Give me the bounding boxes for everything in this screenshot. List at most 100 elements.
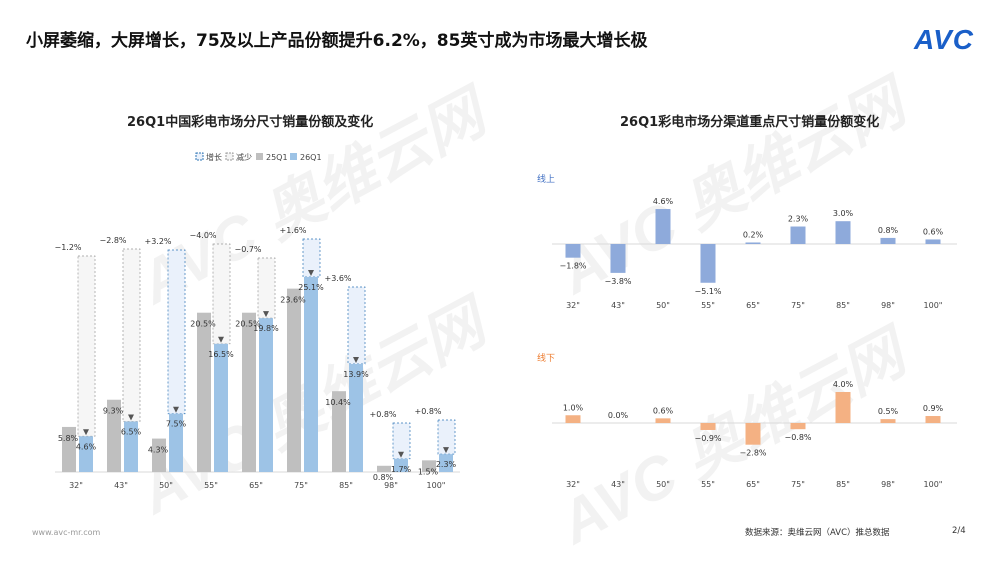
change-label: +3.6% <box>324 274 351 283</box>
x-tick-label: 50" <box>159 481 173 490</box>
offline-x-tick-label: 50" <box>656 480 670 489</box>
online-x-tick-label: 65" <box>746 301 760 310</box>
bar-26q1 <box>259 318 273 472</box>
legend-label: 减少 <box>236 152 252 162</box>
label-25q1: 5.8% <box>58 434 79 443</box>
change-box <box>302 238 321 278</box>
change-box <box>167 249 186 415</box>
change-label: −0.7% <box>234 245 261 254</box>
change-label: +1.6% <box>279 226 306 235</box>
offline-bar <box>565 415 581 423</box>
label-25q1: 0.8% <box>373 473 394 482</box>
bar-26q1 <box>439 454 453 472</box>
label-25q1: 9.3% <box>103 407 124 416</box>
x-tick-label: 98" <box>384 481 398 490</box>
change-label: −4.0% <box>189 231 216 240</box>
label-26q1: 4.6% <box>76 442 97 451</box>
offline-value-label: −0.9% <box>694 434 721 443</box>
online-bar <box>835 221 851 244</box>
x-tick-label: 55" <box>204 481 218 490</box>
label-26q1: 25.1% <box>298 283 324 292</box>
legend-swatch-增长 <box>195 152 204 161</box>
x-tick-label: 100" <box>427 481 446 490</box>
change-label: +0.8% <box>414 407 441 416</box>
legend-label: 26Q1 <box>300 153 322 162</box>
online-value-label: 2.3% <box>788 215 809 224</box>
online-x-tick-label: 55" <box>701 301 715 310</box>
offline-value-label: 0.5% <box>878 407 899 416</box>
bar-26q1 <box>214 343 228 472</box>
online-bar <box>655 209 671 244</box>
bar-25q1 <box>62 426 76 472</box>
online-bar <box>880 237 896 244</box>
change-box <box>347 286 366 365</box>
bar-25q1 <box>332 391 346 472</box>
label-25q1: 4.3% <box>148 446 169 455</box>
label-25q1: 20.5% <box>235 320 261 329</box>
offline-bar <box>790 423 806 430</box>
label-26q1: 19.8% <box>253 324 279 333</box>
offline-bar <box>835 392 851 423</box>
bar-26q1 <box>169 413 183 472</box>
bar-26q1 <box>304 276 318 472</box>
label-25q1: 20.5% <box>190 320 216 329</box>
offline-x-tick-label: 85" <box>836 480 850 489</box>
arrow-icon <box>173 406 179 413</box>
change-box <box>212 243 231 345</box>
label-26q1: 16.5% <box>208 350 234 359</box>
legend-swatch-26Q1 <box>290 153 297 160</box>
x-tick-label: 32" <box>69 481 83 490</box>
online-bar <box>745 242 761 244</box>
arrow-icon <box>443 447 449 454</box>
change-label: +0.8% <box>369 410 396 419</box>
label-26q1: 1.7% <box>391 465 412 474</box>
online-value-label: 3.0% <box>833 209 854 218</box>
change-box <box>122 248 141 422</box>
x-tick-label: 75" <box>294 481 308 490</box>
offline-x-tick-label: 98" <box>881 480 895 489</box>
change-box <box>257 257 276 319</box>
page-title: 小屏萎缩，大屏增长，75及以上产品份额提升6.2%，85英寸成为市场最大增长极 <box>26 31 648 51</box>
bar-25q1 <box>422 460 436 472</box>
arrow-icon <box>128 414 134 421</box>
label-26q1: 2.3% <box>436 460 457 469</box>
online-value-label: 0.2% <box>743 230 764 239</box>
offline-bar <box>925 416 941 423</box>
offline-bar <box>880 419 896 423</box>
online-label: 线上 <box>537 173 555 185</box>
label-26q1: 13.9% <box>343 370 369 379</box>
arrow-icon <box>353 356 359 363</box>
online-value-label: 0.8% <box>878 226 899 235</box>
avc-logo: AVC <box>913 24 974 55</box>
offline-value-label: 0.9% <box>923 404 944 413</box>
online-bar <box>700 244 716 283</box>
offline-label: 线下 <box>537 352 555 364</box>
label-25q1: 10.4% <box>325 398 351 407</box>
offline-value-label: 0.0% <box>608 411 629 420</box>
offline-x-tick-label: 65" <box>746 480 760 489</box>
online-x-tick-label: 75" <box>791 301 805 310</box>
online-value-label: −3.8% <box>604 277 631 286</box>
online-value-label: 4.6% <box>653 197 674 206</box>
change-label: +3.2% <box>144 237 171 246</box>
online-bar <box>565 244 581 258</box>
label-26q1: 6.5% <box>121 427 142 436</box>
data-source: 数据来源：奥维云网（AVC）推总数据 <box>745 528 890 538</box>
offline-x-tick-label: 75" <box>791 480 805 489</box>
online-value-label: −1.8% <box>559 262 586 271</box>
bar-25q1 <box>152 438 166 472</box>
arrow-icon <box>83 429 89 436</box>
arrow-icon <box>398 451 404 458</box>
bar-26q1 <box>79 436 93 472</box>
left-chart-title: 26Q1中国彩电市场分尺寸销量份额及变化 <box>127 115 374 130</box>
x-tick-label: 65" <box>249 481 263 490</box>
legend-label: 增长 <box>206 152 222 162</box>
bar-25q1 <box>107 399 121 472</box>
offline-x-tick-label: 100" <box>924 480 943 489</box>
offline-bar <box>655 418 671 423</box>
offline-value-label: 4.0% <box>833 380 854 389</box>
page-number: 2/4 <box>952 526 966 536</box>
change-box <box>77 255 96 437</box>
online-x-tick-label: 43" <box>611 301 625 310</box>
bar-26q1 <box>394 458 408 472</box>
